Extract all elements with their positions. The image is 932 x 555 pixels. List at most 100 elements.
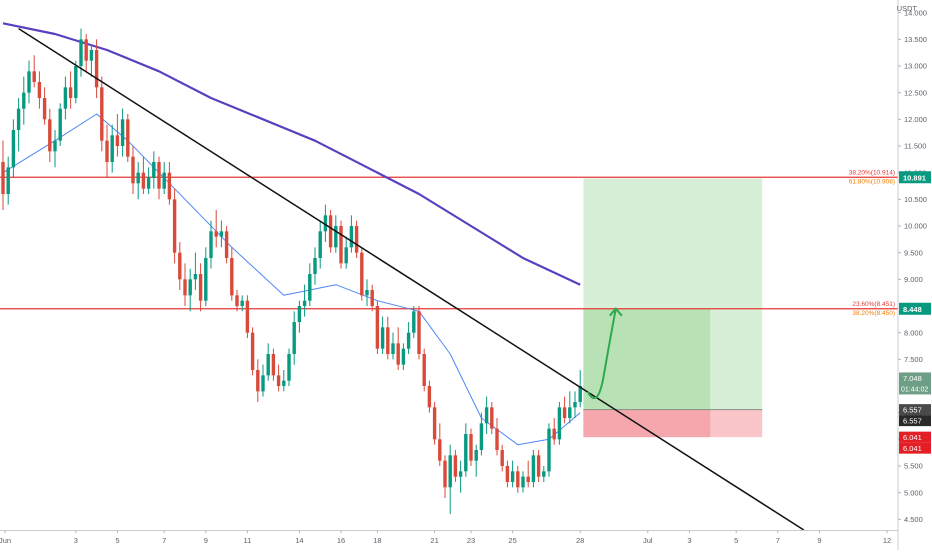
candle-body[interactable] xyxy=(396,343,400,365)
candle-body[interactable] xyxy=(339,226,343,264)
candle-body[interactable] xyxy=(1,162,5,194)
candle-body[interactable] xyxy=(365,290,369,296)
candle-body[interactable] xyxy=(531,455,536,482)
candle-body[interactable] xyxy=(386,327,390,354)
candle-body[interactable] xyxy=(375,306,380,349)
candle-body[interactable] xyxy=(354,226,359,253)
candle-body[interactable] xyxy=(188,279,192,296)
candle-body[interactable] xyxy=(110,135,114,162)
candle-body[interactable] xyxy=(157,162,161,189)
candle-body[interactable] xyxy=(245,300,250,333)
candle-body[interactable] xyxy=(557,407,562,440)
candle-body[interactable] xyxy=(406,332,411,349)
candle-body[interactable] xyxy=(323,215,328,232)
candle-body[interactable] xyxy=(474,450,478,461)
candle-body[interactable] xyxy=(167,172,172,200)
candle-body[interactable] xyxy=(500,450,504,466)
candle-body[interactable] xyxy=(120,119,125,146)
candle-body[interactable] xyxy=(240,300,244,306)
candle-body[interactable] xyxy=(479,423,484,450)
candle-body[interactable] xyxy=(136,172,140,184)
candle-body[interactable] xyxy=(573,402,577,408)
candle-body[interactable] xyxy=(568,407,572,418)
candle-body[interactable] xyxy=(214,231,218,237)
candle-body[interactable] xyxy=(53,140,57,152)
candle-body[interactable] xyxy=(536,455,541,477)
candle-body[interactable] xyxy=(204,258,208,301)
candle-body[interactable] xyxy=(219,231,224,237)
candle-body[interactable] xyxy=(297,306,302,322)
candle-body[interactable] xyxy=(58,108,62,141)
candle-body[interactable] xyxy=(370,290,374,306)
candle-body[interactable] xyxy=(79,39,83,66)
candle-body[interactable] xyxy=(89,50,94,61)
candle-body[interactable] xyxy=(16,108,21,130)
trendline[interactable] xyxy=(18,28,805,531)
candle-body[interactable] xyxy=(105,140,109,162)
candle-body[interactable] xyxy=(542,471,546,477)
candle-body[interactable] xyxy=(458,471,463,477)
candle-body[interactable] xyxy=(27,71,31,93)
candle-body[interactable] xyxy=(412,311,416,333)
candle-body[interactable] xyxy=(422,354,426,386)
candle-body[interactable] xyxy=(183,279,187,296)
candle-body[interactable] xyxy=(521,476,525,488)
candle-body[interactable] xyxy=(448,455,452,488)
candle-body[interactable] xyxy=(141,172,146,189)
candle-body[interactable] xyxy=(427,386,432,408)
candle-body[interactable] xyxy=(198,274,203,301)
candle-body[interactable] xyxy=(68,87,73,98)
candle-body[interactable] xyxy=(172,199,177,253)
candle-body[interactable] xyxy=(115,135,120,146)
candle-body[interactable] xyxy=(100,87,104,141)
candle-body[interactable] xyxy=(464,434,468,472)
candle-body[interactable] xyxy=(48,119,52,152)
candle-body[interactable] xyxy=(94,50,99,88)
candle-body[interactable] xyxy=(328,215,333,248)
candle-body[interactable] xyxy=(84,39,88,61)
candle-body[interactable] xyxy=(349,226,354,248)
candle-body[interactable] xyxy=(209,231,213,258)
candle-body[interactable] xyxy=(510,471,515,482)
candle-body[interactable] xyxy=(469,434,473,461)
candle-body[interactable] xyxy=(318,231,322,258)
candle-body[interactable] xyxy=(562,407,567,418)
candle-body[interactable] xyxy=(178,252,182,280)
candle-body[interactable] xyxy=(63,87,68,109)
candle-body[interactable] xyxy=(152,162,156,178)
candle-body[interactable] xyxy=(308,274,312,301)
candle-body[interactable] xyxy=(516,471,520,488)
candle-body[interactable] xyxy=(224,231,229,258)
candle-body[interactable] xyxy=(360,252,364,296)
candle-body[interactable] xyxy=(266,354,270,376)
candle-body[interactable] xyxy=(438,439,442,461)
candle-body[interactable] xyxy=(380,327,385,349)
candle-body[interactable] xyxy=(495,428,499,450)
candle-body[interactable] xyxy=(22,92,26,109)
candle-body[interactable] xyxy=(453,455,458,477)
candle-body[interactable] xyxy=(131,156,135,184)
candle-body[interactable] xyxy=(6,167,10,194)
candle-body[interactable] xyxy=(126,119,130,157)
candle-body[interactable] xyxy=(552,428,556,440)
candle-body[interactable] xyxy=(417,311,421,354)
candle-body[interactable] xyxy=(32,71,36,82)
candle-body[interactable] xyxy=(443,460,447,488)
candle-body[interactable] xyxy=(490,407,494,429)
candle-body[interactable] xyxy=(344,247,348,264)
candle-body[interactable] xyxy=(547,428,551,472)
candle-body[interactable] xyxy=(432,407,437,440)
candle-body[interactable] xyxy=(401,348,406,365)
candle-body[interactable] xyxy=(37,82,42,98)
candle-body[interactable] xyxy=(193,274,198,280)
candle-body[interactable] xyxy=(334,226,338,248)
candle-body[interactable] xyxy=(74,66,78,98)
candle-body[interactable] xyxy=(282,380,286,386)
candle-body[interactable] xyxy=(578,386,582,402)
candle-body[interactable] xyxy=(146,178,151,189)
candle-body[interactable] xyxy=(230,258,234,296)
projection-arrow[interactable] xyxy=(586,308,617,400)
candle-body[interactable] xyxy=(11,130,16,168)
candle-body[interactable] xyxy=(391,343,395,354)
